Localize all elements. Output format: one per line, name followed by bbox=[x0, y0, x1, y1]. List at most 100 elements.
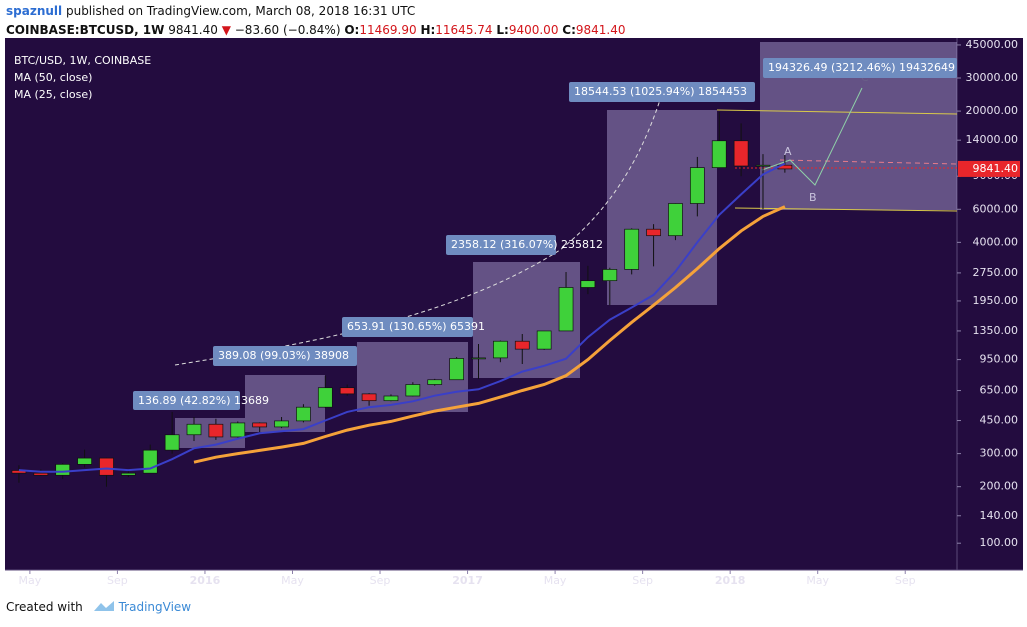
candle-body bbox=[733, 140, 749, 167]
logo bbox=[93, 601, 114, 611]
plot-bg bbox=[5, 38, 957, 570]
candle-body bbox=[427, 379, 443, 385]
ma-line bbox=[18, 162, 786, 473]
published: published on TradingView.com, March 08, … bbox=[65, 4, 416, 18]
x-tick-label: Sep bbox=[632, 574, 653, 587]
measure-text: 2358.12 (316.07%) 235812 bbox=[451, 238, 603, 251]
author[interactable]: spaznull bbox=[6, 4, 63, 18]
candle-body bbox=[558, 287, 574, 332]
label-bg bbox=[133, 391, 240, 410]
range-box bbox=[607, 110, 717, 305]
measure-texts: 136.89 (42.82%) 13689 389.08 (99.03%) 38… bbox=[138, 61, 955, 407]
x-tick-label: May bbox=[19, 574, 42, 587]
arrow: ▼ bbox=[221, 23, 231, 37]
publish-line: spaznull published on TradingView.com, M… bbox=[6, 2, 626, 21]
ohlc-key: L: bbox=[496, 23, 509, 37]
ohlc-value: 11645.74 bbox=[435, 23, 493, 37]
y-tick-label: 100.00 bbox=[980, 536, 1019, 549]
candle-body bbox=[252, 422, 268, 428]
wave-label: B bbox=[809, 191, 817, 204]
label-bg bbox=[569, 82, 755, 102]
x-tick-label: 2018 bbox=[715, 574, 746, 587]
label-bg bbox=[763, 58, 957, 78]
candle-body bbox=[493, 340, 508, 359]
ohlc-key: O: bbox=[344, 23, 360, 37]
candle-body bbox=[646, 228, 661, 237]
candle-body bbox=[449, 358, 464, 381]
ma-line bbox=[193, 205, 786, 464]
candle-body bbox=[471, 357, 486, 360]
measure-text: 389.08 (99.03%) 38908 bbox=[218, 349, 349, 362]
measure-labels bbox=[133, 58, 957, 410]
candle-body bbox=[689, 167, 705, 204]
change: −83.60 (−0.84%) bbox=[234, 23, 341, 37]
ohlc-value: 11469.90 bbox=[359, 23, 417, 37]
candle-body bbox=[668, 203, 683, 237]
y-tick-label: 30000.00 bbox=[966, 71, 1019, 84]
y-tick-label: 2750.00 bbox=[973, 266, 1019, 279]
x-tick-label: May bbox=[806, 574, 829, 587]
ohlc: O:11469.90 H:11645.74 L:9400.00 C:9841.4… bbox=[344, 23, 625, 37]
y-tick-label: 1950.00 bbox=[973, 294, 1019, 307]
y-tick-label: 45000.00 bbox=[966, 38, 1019, 51]
legend-entry: MA (50, close) bbox=[14, 71, 92, 84]
created: Created with bbox=[6, 600, 83, 614]
y-tick-label: 950.00 bbox=[980, 353, 1019, 366]
y-tick-label: 300.00 bbox=[980, 447, 1019, 460]
price-axis-bg bbox=[957, 38, 1023, 570]
brand[interactable]: TradingView bbox=[118, 600, 192, 614]
x-tick-label: Sep bbox=[895, 574, 916, 587]
y-tick-label: 140.00 bbox=[980, 509, 1019, 522]
candle-body bbox=[186, 423, 202, 436]
candle-body bbox=[230, 422, 246, 438]
y-tick-label: 200.00 bbox=[980, 480, 1019, 493]
candle-body bbox=[361, 393, 377, 402]
target-line bbox=[779, 159, 958, 165]
legend-title: BTC/USD, 1W, COINBASE bbox=[14, 54, 151, 67]
candle-body bbox=[121, 472, 136, 476]
candle-body bbox=[55, 463, 71, 476]
y-tick-label: 4000.00 bbox=[973, 235, 1019, 248]
label-bg bbox=[213, 346, 357, 366]
candle-body bbox=[77, 457, 92, 465]
label-bg bbox=[446, 235, 556, 255]
candle-body bbox=[602, 269, 618, 282]
x-tick-label: 2016 bbox=[190, 574, 221, 587]
label-bg bbox=[342, 317, 473, 337]
ohlc-key: H: bbox=[420, 23, 436, 37]
ohlc-key: C: bbox=[562, 23, 576, 37]
ohlc-value: 9400.00 bbox=[508, 23, 559, 37]
candle-body bbox=[208, 423, 224, 438]
candle-body bbox=[580, 280, 596, 288]
candle-body bbox=[274, 420, 289, 428]
candle-body bbox=[383, 395, 399, 402]
price: 9841.40 bbox=[168, 23, 218, 37]
x-tick-label: Sep bbox=[370, 574, 391, 587]
wave-label: A bbox=[784, 145, 792, 158]
candle-body bbox=[514, 340, 530, 350]
symbol-line: COINBASE:BTCUSD, 1W 9841.40 ▼ −83.60 (−0… bbox=[6, 21, 626, 40]
candle-body bbox=[339, 387, 355, 395]
candle-body bbox=[711, 140, 727, 168]
symbol: COINBASE:BTCUSD, 1W bbox=[6, 23, 165, 37]
candle-body bbox=[624, 228, 640, 270]
x-tick-label: May bbox=[281, 574, 304, 587]
candle-body bbox=[33, 472, 49, 476]
projection bbox=[761, 87, 863, 186]
footer: Created with TradingView bbox=[6, 600, 191, 614]
x-tick-label: Sep bbox=[107, 574, 128, 587]
candle-body bbox=[296, 406, 311, 422]
measure-text: 653.91 (130.65%) 65391 bbox=[347, 320, 485, 333]
candle-body bbox=[405, 384, 421, 397]
y-tick-label: 20000.00 bbox=[966, 104, 1019, 117]
candle-body bbox=[536, 330, 552, 350]
curve bbox=[174, 99, 661, 366]
channel-line bbox=[716, 109, 958, 115]
y-tick-label: 650.00 bbox=[980, 384, 1019, 397]
candle-body bbox=[755, 164, 771, 167]
candle-body bbox=[317, 387, 333, 408]
measure-text: 136.89 (42.82%) 13689 bbox=[138, 394, 269, 407]
marks bbox=[11, 111, 793, 487]
header: spaznull published on TradingView.com, M… bbox=[6, 2, 626, 40]
